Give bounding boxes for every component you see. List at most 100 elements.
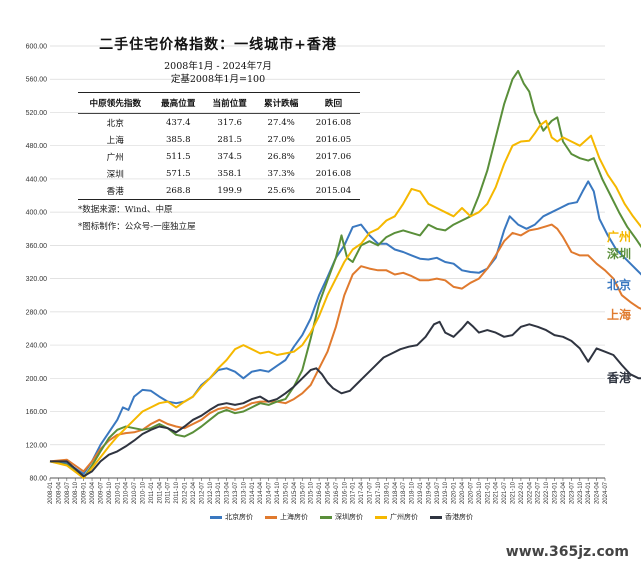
series-line-香港 [50, 320, 641, 478]
y-axis: 80.00 120.00 160.00 200.00 240.00 280.00 320.0… [26, 44, 48, 483]
table-row: 广州 511.5 374.5 26.8% 2017.06 [78, 148, 360, 165]
y-tick-label: 280.00 [26, 309, 48, 316]
x-tick-label: 2019-10 [443, 481, 449, 504]
x-tick-label: 2019-04 [426, 481, 432, 504]
x-tick-label: 2015-07 [300, 481, 306, 504]
legend-swatch [320, 515, 332, 519]
x-tick-label: 2014-10 [275, 481, 281, 504]
x-tick-label: 2020-04 [460, 481, 466, 504]
x-tick-label: 2023-10 [578, 481, 584, 504]
table-row: 深圳 571.5 358.1 37.3% 2016.08 [78, 165, 360, 182]
chart-title: 二手住宅价格指数：一线城市+香港 [99, 37, 337, 53]
x-tick-label: 2020-10 [477, 481, 483, 504]
x-tick-label: 2017-01 [351, 481, 357, 504]
x-tick-label: 2021-04 [494, 481, 500, 504]
x-tick-label: 2017-07 [368, 481, 374, 504]
table-cell: 深圳 [106, 169, 124, 180]
table-header: 累计跌幅 [255, 92, 307, 114]
x-tick-label: 2013-01 [216, 481, 222, 504]
x-tick-label: 2011-04 [157, 481, 163, 503]
x-tick-label: 2022-04 [527, 481, 533, 504]
end-label-shenzhen: 深圳 [607, 247, 632, 261]
x-tick-label: 2009-10 [107, 481, 113, 504]
series-line-上海 [49, 223, 641, 473]
legend-label: 香港房价 [445, 513, 473, 521]
y-tick-label: 120.00 [26, 442, 48, 449]
y-tick-label: 560.00 [26, 77, 48, 84]
table-cell: 281.5 [217, 134, 243, 145]
legend-label: 深圳房价 [335, 513, 363, 521]
table-cell: 385.8 [165, 134, 191, 145]
x-tick-label: 2011-07 [166, 481, 172, 503]
table-cell: 上海 [106, 135, 124, 146]
y-tick-label: 200.00 [26, 376, 48, 383]
table-cell: 27.4% [267, 117, 295, 128]
table-cell: 2016.08 [315, 117, 352, 128]
legend-item-guangzhou: 广州房价 [375, 512, 418, 522]
x-tick-label: 2010-10 [141, 481, 147, 504]
data-source-note: *数据来源：Wind、中原 [78, 205, 173, 215]
x-tick-label: 2009-01 [82, 481, 88, 504]
legend-item-shenzhen: 深圳房价 [320, 512, 363, 522]
y-tick-label: 320.00 [26, 276, 48, 283]
x-tick-label: 2024-07 [603, 481, 609, 504]
x-tick-label: 2021-10 [511, 481, 517, 504]
legend-label: 上海房价 [280, 513, 308, 521]
chart-subtitle-base: 定基2008年1月=100 [170, 74, 266, 85]
y-tick-label: 80.00 [29, 476, 47, 483]
table-cell: 26.8% [267, 151, 295, 162]
table-cell: 香港 [78, 182, 153, 200]
series-line-北京 [49, 180, 641, 475]
series-line-广州 [49, 119, 641, 479]
x-tick-label: 2016-01 [317, 481, 323, 504]
y-tick-label: 360.00 [26, 243, 48, 250]
x-tick-label: 2012-07 [199, 481, 205, 504]
legend-label: 广州房价 [390, 513, 418, 521]
table-cell: 199.9 [203, 182, 256, 200]
x-tick-label: 2013-04 [225, 481, 231, 504]
x-tick-label: 2008-07 [65, 481, 71, 504]
x-tick-label: 2021-07 [502, 481, 508, 504]
table-cell: 37.3% [267, 168, 295, 179]
table-cell: 27.0% [267, 134, 295, 145]
x-tick-label: 2010-01 [115, 481, 121, 504]
y-tick-label: 480.00 [26, 143, 48, 150]
series-lines [49, 69, 641, 479]
x-tick-label: 2011-01 [149, 481, 155, 503]
table-header-row: 中原领先指数 最高位置 当前位置 累计跌幅 跌回 [78, 92, 360, 114]
table-cell: 2017.06 [315, 151, 352, 162]
x-tick-label: 2018-04 [393, 481, 399, 504]
x-tick-label: 2011-10 [174, 481, 180, 503]
x-tick-label: 2008-10 [73, 481, 79, 504]
x-tick-label: 2023-07 [569, 481, 575, 504]
x-tick-label: 2010-04 [124, 481, 130, 504]
table-cell: 437.4 [165, 117, 191, 128]
table-cell: 2016.05 [315, 134, 352, 145]
table-header: 当前位置 [203, 92, 256, 114]
x-tick-label: 2009-07 [98, 481, 104, 504]
legend-swatch [265, 515, 277, 519]
x-tick-label: 2008-01 [48, 481, 54, 504]
end-label-guangzhou: 广州 [607, 230, 632, 244]
y-tick-label: 600.00 [26, 44, 48, 51]
x-tick-label: 2024-04 [595, 481, 601, 504]
end-label-hongkong: 香港 [607, 371, 632, 385]
x-tick-label: 2015-01 [283, 481, 289, 504]
x-tick-label: 2012-01 [183, 481, 189, 504]
table-cell: 268.8 [152, 182, 204, 200]
x-axis: 2008-01 2008-04 2008-07 2008-10 2009-01 2009-… [48, 478, 609, 504]
legend-swatch [430, 515, 442, 519]
table-cell: 2016.08 [315, 168, 352, 179]
x-tick-label: 2016-04 [326, 481, 332, 504]
table-cell: 25.6% [255, 182, 307, 200]
x-tick-label: 2020-07 [468, 481, 474, 504]
legend-label: 北京房价 [225, 513, 253, 521]
x-tick-label: 2018-07 [401, 481, 407, 504]
legend-swatch [375, 515, 387, 519]
table-row: 上海 385.8 281.5 27.0% 2016.05 [78, 131, 360, 148]
table-cell: 374.5 [217, 151, 243, 162]
table-cell: 571.5 [165, 168, 191, 179]
table-header: 中原领先指数 [78, 92, 153, 114]
chart-maker-note: *图标制作：公众号-一座独立屋 [78, 222, 196, 232]
watermark: www.365jz.com [505, 544, 629, 560]
